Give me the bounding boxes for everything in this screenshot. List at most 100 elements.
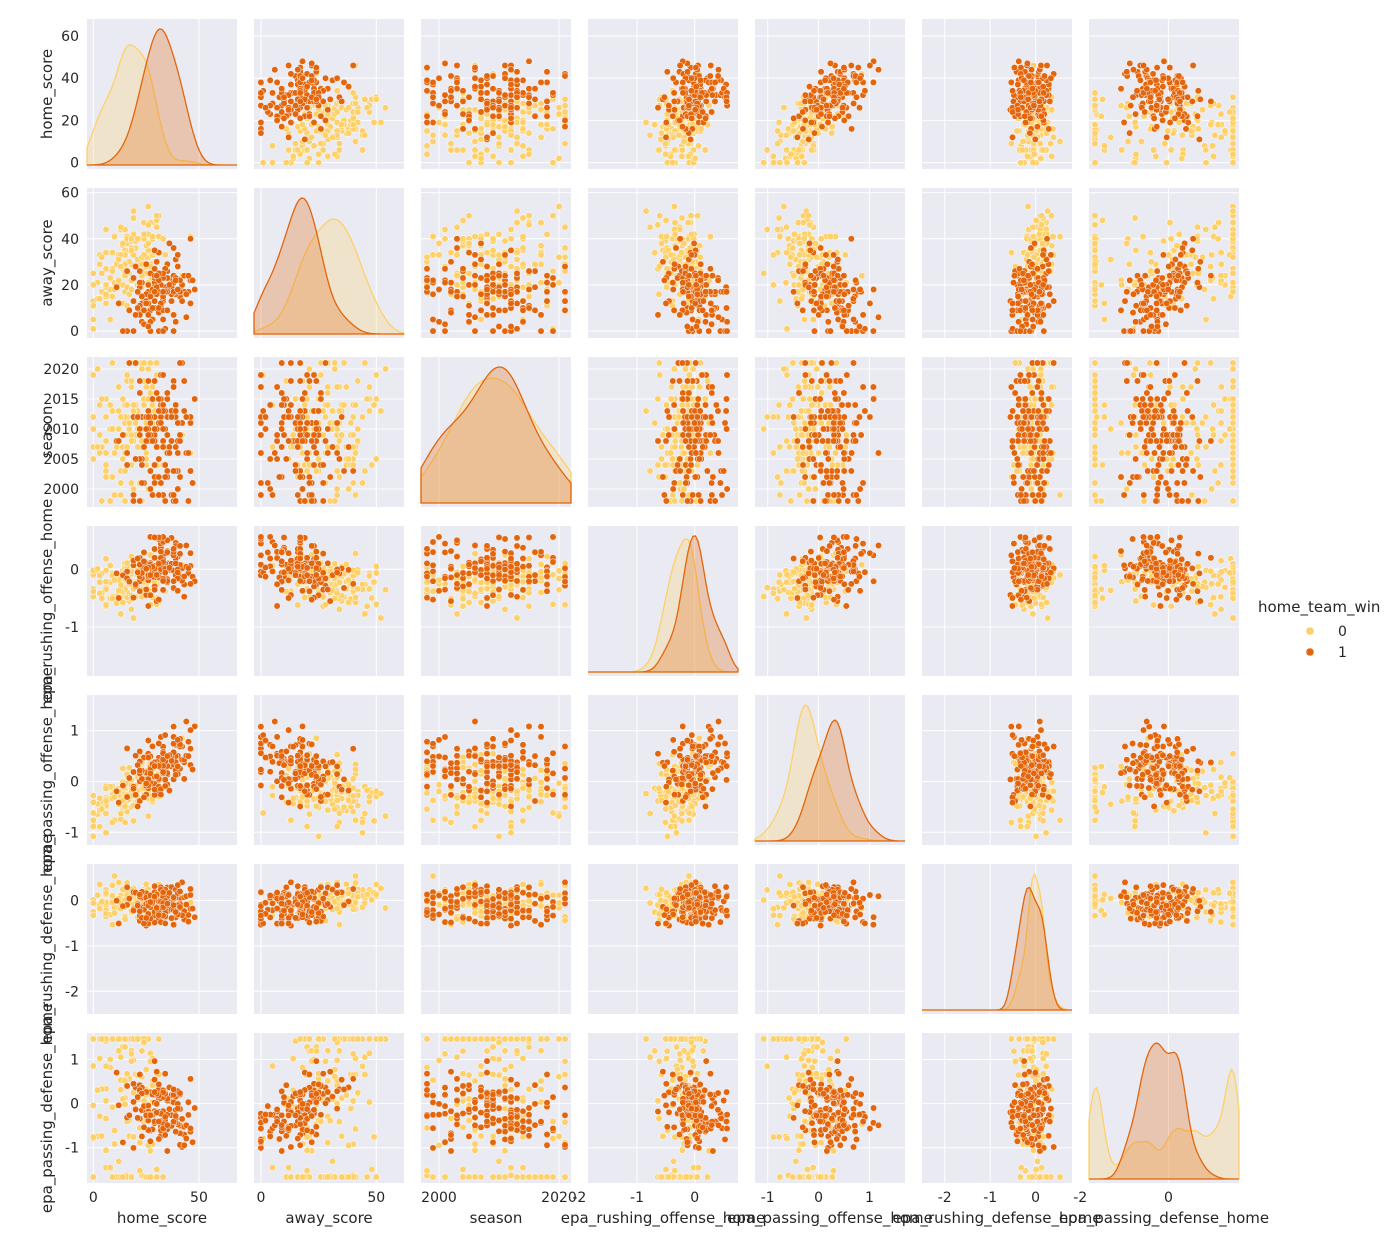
scatter-point-1 <box>688 114 696 122</box>
scatter-point-0 <box>453 127 461 135</box>
scatter-point-0 <box>680 449 688 457</box>
scatter-point-1 <box>866 413 874 421</box>
scatter-point-0 <box>329 133 336 141</box>
scatter-point-1 <box>708 383 716 391</box>
scatter-point-1 <box>709 473 717 481</box>
scatter-point-1 <box>843 327 851 335</box>
scatter-point-0 <box>519 233 527 240</box>
scatter-point-0 <box>333 87 341 95</box>
scatter-point-1 <box>187 467 194 475</box>
scatter-point-0 <box>1202 316 1210 323</box>
scatter-point-1 <box>340 78 348 86</box>
scatter-point-0 <box>121 497 129 505</box>
scatter-point-1 <box>685 431 693 439</box>
scatter-point-1 <box>1021 304 1029 312</box>
scatter-point-1 <box>1022 297 1029 305</box>
scatter-point-1 <box>447 258 455 266</box>
scatter-point-0 <box>441 131 449 139</box>
scatter-point-1 <box>489 129 497 137</box>
scatter-point-0 <box>340 359 348 367</box>
scatter-point-1 <box>1028 413 1035 421</box>
scatter-point-0 <box>561 108 569 116</box>
scatter-point-0 <box>149 383 156 391</box>
scatter-point-1 <box>1014 461 1022 469</box>
panel-season-vs-home_score <box>87 357 237 507</box>
scatter-point-0 <box>561 95 569 103</box>
scatter-point-0 <box>429 138 437 145</box>
scatter-point-1 <box>689 491 697 499</box>
scatter-point-1 <box>264 479 272 487</box>
panel-away_score-vs-away_score <box>253 188 405 338</box>
scatter-point-1 <box>429 316 437 323</box>
scatter-point-0 <box>377 119 385 126</box>
scatter-point-0 <box>453 223 461 231</box>
scatter-point-1 <box>840 449 848 457</box>
scatter-point-0 <box>1091 95 1099 103</box>
scatter-point-0 <box>111 449 118 457</box>
scatter-point-0 <box>656 212 664 220</box>
scatter-point-0 <box>146 389 154 397</box>
scatter-point-0 <box>453 281 461 289</box>
scatter-point-0 <box>785 443 793 451</box>
scatter-point-0 <box>1048 152 1056 160</box>
scatter-point-1 <box>453 78 461 86</box>
scatter-point-1 <box>1017 93 1025 101</box>
scatter-point-1 <box>447 87 455 95</box>
scatter-point-1 <box>483 263 491 270</box>
scatter-point-1 <box>697 260 705 268</box>
scatter-point-1 <box>1013 455 1021 463</box>
scatter-point-1 <box>723 318 731 326</box>
scatter-point-1 <box>275 473 283 481</box>
scatter-point-1 <box>465 116 473 124</box>
scatter-point-1 <box>301 135 309 143</box>
scatter-point-0 <box>1124 138 1132 145</box>
scatter-point-1 <box>1184 93 1192 101</box>
scatter-point-1 <box>1025 371 1033 379</box>
scatter-point-1 <box>159 443 167 451</box>
scatter-point-1 <box>495 272 503 280</box>
scatter-point-1 <box>155 304 163 312</box>
scatter-point-0 <box>106 401 114 409</box>
scatter-point-1 <box>1019 407 1027 415</box>
scatter-point-1 <box>161 461 169 469</box>
scatter-point-1 <box>1023 59 1031 67</box>
scatter-point-0 <box>331 365 339 373</box>
scatter-point-1 <box>155 407 163 415</box>
scatter-point-0 <box>814 383 822 391</box>
scatter-point-1 <box>806 246 814 254</box>
scatter-point-0 <box>1018 146 1026 154</box>
scatter-point-0 <box>555 253 563 261</box>
scatter-point-1 <box>1039 83 1047 91</box>
scatter-point-1 <box>184 272 192 280</box>
scatter-point-1 <box>531 85 539 93</box>
scatter-point-0 <box>315 159 323 167</box>
scatter-point-1 <box>303 371 311 379</box>
scatter-point-1 <box>692 449 700 457</box>
scatter-point-1 <box>301 389 309 397</box>
scatter-point-1 <box>691 299 699 307</box>
scatter-point-1 <box>722 407 730 415</box>
scatter-point-0 <box>1137 138 1145 145</box>
scatter-point-1 <box>1029 316 1037 323</box>
scatter-point-1 <box>1159 83 1167 91</box>
scatter-point-1 <box>1034 407 1042 415</box>
scatter-point-1 <box>483 89 491 97</box>
scatter-point-0 <box>841 251 849 259</box>
scatter-point-1 <box>136 267 144 275</box>
scatter-point-1 <box>329 443 336 451</box>
scatter-point-0 <box>127 437 135 445</box>
scatter-point-0 <box>525 212 533 220</box>
scatter-point-0 <box>113 443 121 451</box>
scatter-point-1 <box>549 274 557 282</box>
scatter-point-1 <box>159 316 167 323</box>
scatter-point-0 <box>108 473 116 481</box>
scatter-point-1 <box>676 455 684 463</box>
scatter-point-1 <box>495 97 503 105</box>
scatter-point-0 <box>513 119 521 126</box>
scatter-point-0 <box>1201 497 1209 505</box>
scatter-point-0 <box>123 401 131 409</box>
scatter-point-0 <box>495 230 503 238</box>
scatter-point-1 <box>483 133 491 141</box>
scatter-point-0 <box>513 219 521 227</box>
scatter-point-0 <box>1217 461 1225 469</box>
